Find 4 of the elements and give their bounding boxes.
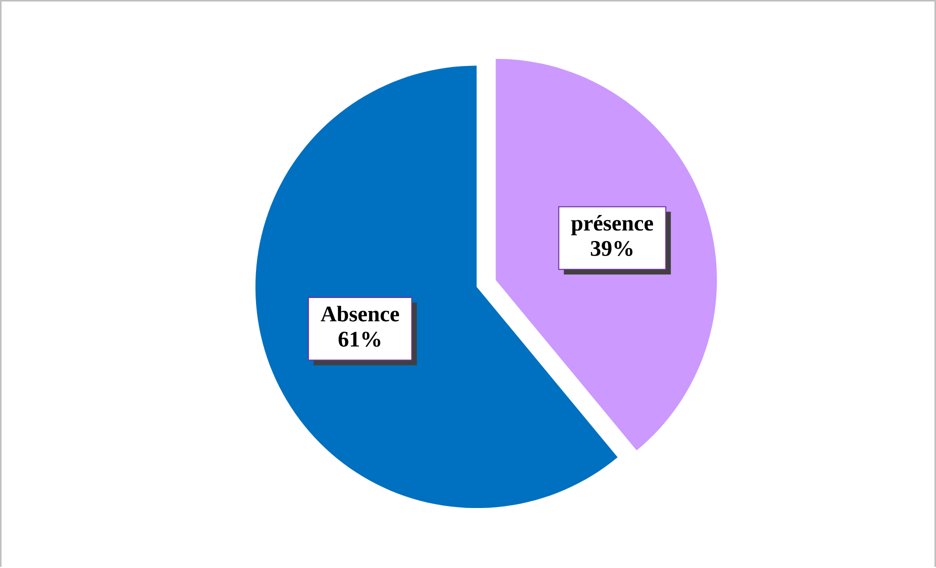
data-label: 39%: [590, 241, 632, 256]
slice-label: Absence: [320, 306, 400, 322]
data-label: 61%: [338, 332, 380, 347]
slice-label: présence: [571, 215, 654, 236]
